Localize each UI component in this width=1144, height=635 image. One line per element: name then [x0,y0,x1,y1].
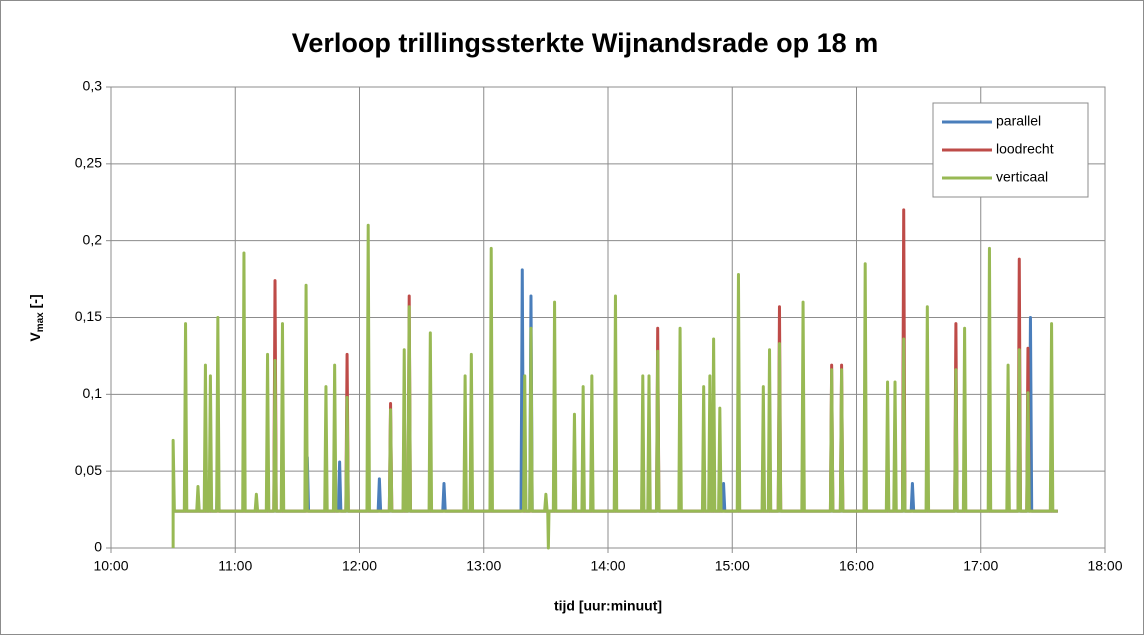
chart-title: Verloop trillingssterkte Wijnandsrade op… [292,28,878,58]
series-line [171,223,1058,550]
y-tick-label: 0,05 [75,462,102,478]
x-tick-label: 12:00 [342,558,377,574]
y-label-sub: max [35,312,46,332]
x-tick-label: 18:00 [1087,558,1122,574]
x-tick-label: 13:00 [466,558,501,574]
x-tick-label: 10:00 [93,558,128,574]
x-axis-label: tijd [uur:minuut] [554,598,662,614]
y-label-unit: [-] [27,294,43,312]
x-tick-label: 16:00 [839,558,874,574]
x-tick-label: 15:00 [715,558,750,574]
legend-label: parallel [996,113,1041,129]
y-tick-label: 0,2 [83,231,103,247]
x-tick-label: 11:00 [218,558,252,574]
x-tick-label: 17:00 [963,558,998,574]
y-tick-label: 0,25 [75,155,102,171]
legend-label: verticaal [996,169,1048,185]
y-tick-label: 0 [94,539,102,555]
y-label-main: V [27,332,43,342]
legend-label: loodrecht [996,141,1054,157]
y-axis-label: Vmax [-] [27,294,46,341]
y-tick-label: 0,1 [83,385,103,401]
x-tick-label: 14:00 [590,558,625,574]
y-tick-label: 0,15 [75,308,102,324]
y-tick-label: 0,3 [83,78,103,94]
